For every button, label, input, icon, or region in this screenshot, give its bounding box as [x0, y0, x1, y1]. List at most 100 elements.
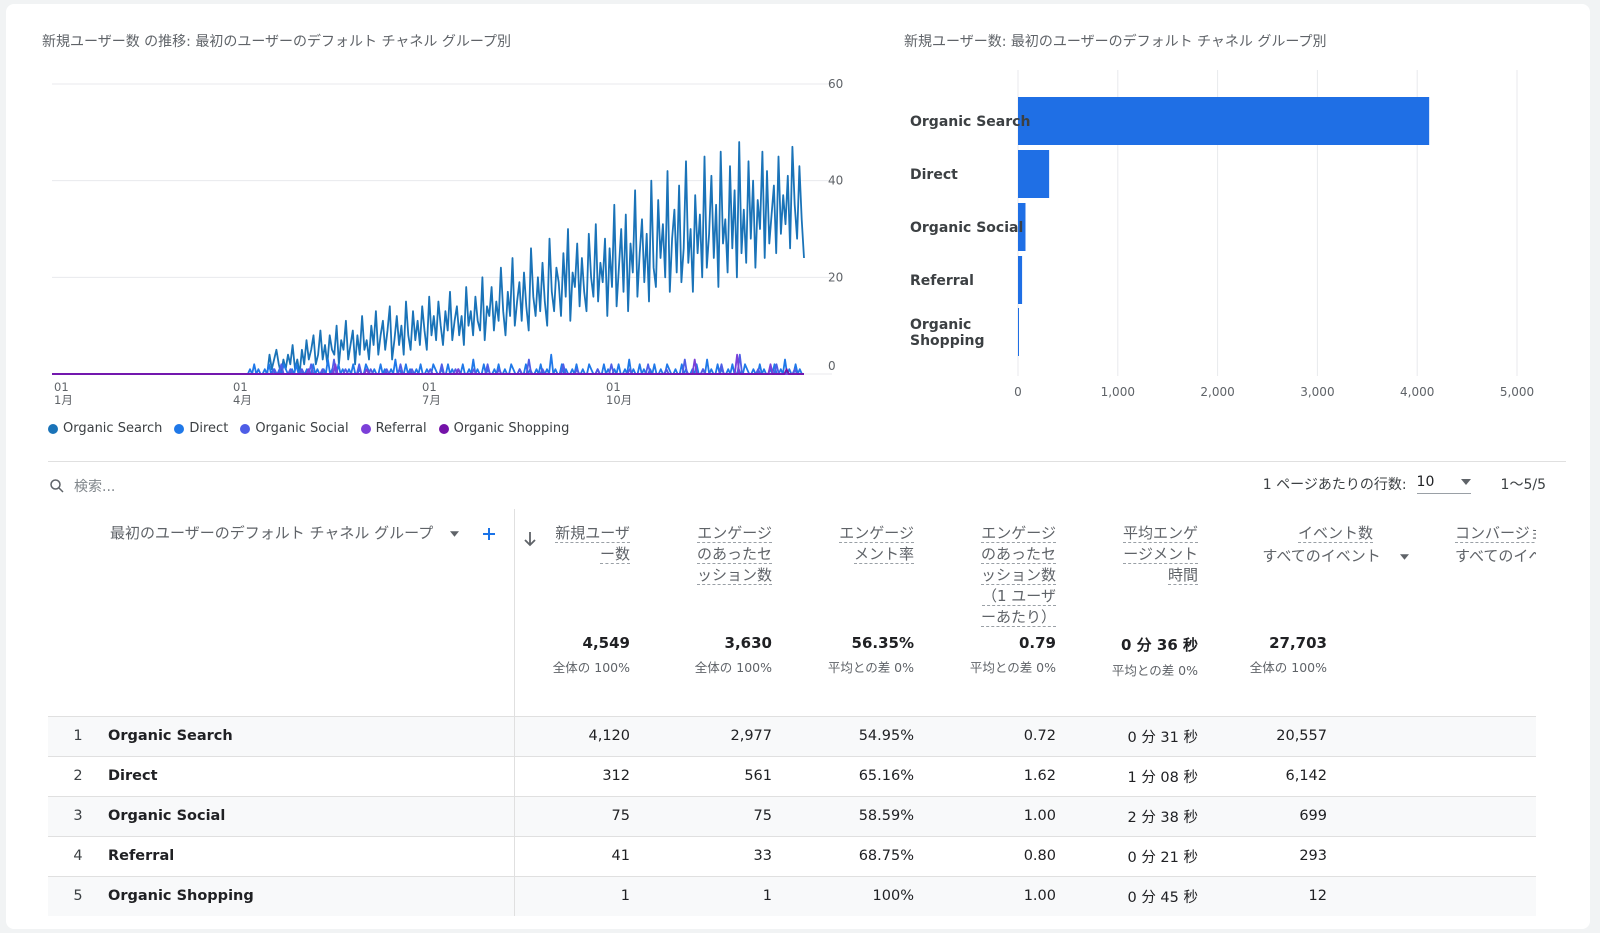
legend-dot-icon [360, 423, 371, 434]
cell-avg-engagement-time: 2 分 38 秒 [1072, 795, 1214, 836]
divider [48, 461, 1566, 462]
series-line-direct [52, 353, 804, 375]
column-header-engagement-rate[interactable]: エンゲージメント率 [788, 509, 930, 628]
legend-label: Organic Shopping [453, 421, 570, 436]
channel-name[interactable]: Organic Social [108, 808, 226, 824]
table-row[interactable]: 2 Direct 312 561 65.16% 1.62 1 分 08 秒 6,142 [48, 755, 1536, 796]
column-header-avg-engagement-time[interactable]: 平均エンゲージメント時間 [1072, 509, 1214, 628]
cell-engaged-sessions: 75 [646, 795, 788, 836]
dimension-cell[interactable]: 5 Organic Shopping [48, 875, 515, 916]
column-header-event-count[interactable]: イベント数 すべてのイベント [1214, 509, 1433, 628]
dimension-cell[interactable]: 1 Organic Search [48, 715, 515, 756]
legend-item-direct[interactable]: Direct [174, 421, 228, 436]
table-search[interactable]: 検索... [48, 476, 115, 496]
rows-per-page-select[interactable]: 10 [1416, 474, 1471, 494]
totals-label-cell [48, 628, 515, 716]
x-tick-month: 7月 [422, 393, 441, 407]
totals-spacer [514, 628, 546, 716]
cell-event-count: 6,142 [1214, 755, 1433, 796]
bar-referral [1018, 256, 1023, 304]
column-header-new-users[interactable]: 新規ユーザー数 [546, 509, 646, 628]
cell-new-users: 1 [546, 875, 646, 916]
x-tick-month: 10月 [606, 393, 632, 407]
column-label: 平均エンゲージメント時間 [1122, 524, 1198, 585]
dimension-cell[interactable]: 3 Organic Social [48, 795, 515, 836]
cell-sessions-per-user: 1.00 [930, 875, 1072, 916]
x-tick-day: 01 [54, 380, 69, 394]
column-label: イベント数 [1297, 524, 1373, 543]
bar-chart-title: 新規ユーザー数: 最初のユーザーのデフォルト チャネル グループ別 [904, 34, 1327, 50]
cell-new-users: 4,120 [546, 715, 646, 756]
row-rank: 5 [73, 888, 83, 905]
x-tick-label: 3,000 [1300, 385, 1334, 399]
y-tick-label: 40 [828, 174, 843, 188]
row-spacer [514, 755, 546, 796]
cell-conversions [1433, 715, 1536, 756]
chevron-down-icon[interactable] [1399, 553, 1409, 560]
search-icon [50, 479, 64, 493]
cell-avg-engagement-time: 0 分 31 秒 [1072, 715, 1214, 756]
legend-label: Organic Search [63, 421, 163, 436]
row-spacer [514, 795, 546, 836]
total-engaged-sessions: 3,630 全体の 100% [694, 634, 772, 675]
row-spacer [514, 875, 546, 916]
total-event-count: 27,703 全体の 100% [1249, 634, 1327, 675]
legend-item-organic-search[interactable]: Organic Search [48, 421, 162, 436]
row-spacer [514, 835, 546, 876]
dimension-header[interactable]: 最初のユーザーのデフォルト チャネル グループ [48, 509, 515, 628]
cell-conversions [1433, 835, 1536, 876]
channel-name[interactable]: Organic Shopping [108, 888, 254, 905]
table-header-row: 最初のユーザーのデフォルト チャネル グループ 新規ユーザー数 エンゲージのあっ… [48, 509, 1536, 628]
x-tick-label: 0 [1014, 385, 1022, 399]
search-input[interactable]: 検索... [74, 479, 116, 495]
channel-name[interactable]: Referral [108, 848, 175, 864]
row-rank: 3 [73, 808, 83, 824]
legend-item-organic-shopping[interactable]: Organic Shopping [438, 421, 570, 436]
x-tick-month: 4月 [233, 393, 252, 407]
bar-category-label: Organic [910, 317, 971, 333]
dimension-cell[interactable]: 2 Direct [48, 755, 515, 796]
total-new-users: 4,549 全体の 100% [552, 634, 630, 675]
cell-engaged-sessions: 2,977 [646, 715, 788, 756]
legend-dot-icon [438, 423, 449, 434]
legend-item-organic-social[interactable]: Organic Social [240, 421, 349, 436]
total-avg-engagement-time: 0 分 36 秒平均との差 0% [1111, 636, 1198, 678]
x-tick-month: 1月 [54, 393, 73, 407]
column-header-sessions-per-user[interactable]: エンゲージのあったセッション数（1 ユーザーあたり） [930, 509, 1072, 628]
channel-name[interactable]: Direct [108, 768, 158, 784]
legend-item-referral[interactable]: Referral [360, 421, 427, 436]
cell-engaged-sessions: 33 [646, 835, 788, 876]
bar-chart[interactable]: 0 1,000 2,000 3,000 4,000 5,000 Organic Search… [902, 64, 1562, 414]
x-tick-label: 2,000 [1200, 385, 1234, 399]
table-row[interactable]: 1 Organic Search 4,120 2,977 54.95% 0.72 0 分 3… [48, 715, 1536, 756]
column-header-engaged-sessions[interactable]: エンゲージのあったセッション数 [646, 509, 788, 628]
dimension-header-label: 最初のユーザーのデフォルト チャネル グループ [110, 524, 434, 542]
total-conversions [1433, 628, 1536, 716]
dimension-cell[interactable]: 4 Referral [48, 835, 515, 876]
cell-avg-engagement-time: 1 分 08 秒 [1072, 755, 1214, 796]
row-spacer [514, 715, 546, 756]
add-dimension-icon[interactable] [482, 527, 496, 541]
cell-avg-engagement-time: 0 分 45 秒 [1072, 875, 1214, 916]
cell-sessions-per-user: 0.80 [930, 835, 1072, 876]
bar-organic-shopping [1018, 308, 1019, 356]
table-row[interactable]: 4 Referral 41 33 68.75% 0.80 0 分 21 秒 293 [48, 835, 1536, 876]
channel-name[interactable]: Organic Search [108, 728, 233, 744]
table-row[interactable]: 3 Organic Social 75 75 58.59% 1.00 2 分 38 秒 699 [48, 795, 1536, 836]
row-rank: 4 [73, 848, 83, 864]
x-tick-label: 4,000 [1400, 385, 1434, 399]
bar-organic-search [1018, 97, 1430, 145]
bar-category-label: Direct [910, 167, 958, 183]
cell-sessions-per-user: 1.00 [930, 795, 1072, 836]
sort-desc-icon[interactable] [514, 509, 546, 628]
legend-dot-icon [240, 423, 251, 434]
chevron-down-icon [1460, 479, 1471, 485]
bar-category-label: Shopping [910, 333, 985, 349]
column-header-conversions[interactable]: コンバージョン すべてのイベント [1433, 509, 1536, 628]
cell-conversions [1433, 795, 1536, 836]
line-chart-legend: Organic Search Direct Organic Social Ref… [48, 421, 569, 436]
table-row[interactable]: 5 Organic Shopping 1 1 100% 1.00 0 分 45 秒 12 [48, 875, 1536, 916]
dimension-dropdown-icon[interactable] [449, 530, 459, 537]
legend-dot-icon [48, 423, 58, 434]
